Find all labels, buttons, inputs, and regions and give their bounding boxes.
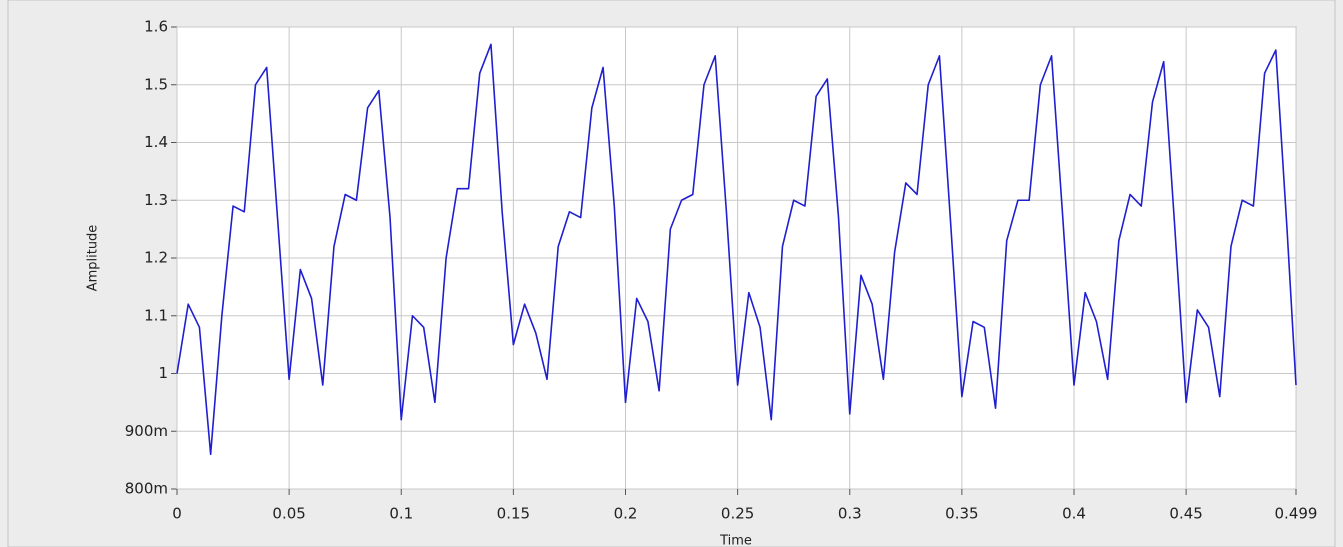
x-tick-label: 0.2 xyxy=(614,505,638,523)
y-tick-label: 1.1 xyxy=(144,306,168,324)
x-tick-label: 0.05 xyxy=(272,505,305,523)
y-tick-label: 1.4 xyxy=(144,133,168,151)
x-tick-label: 0.35 xyxy=(945,505,978,523)
x-tick-label: 0.1 xyxy=(389,505,413,523)
y-tick-label: 1.5 xyxy=(144,75,168,93)
x-tick-label: 0.25 xyxy=(721,505,754,523)
x-tick-label: 0.4 xyxy=(1062,505,1086,523)
x-axis-title: Time xyxy=(719,534,752,547)
x-tick-label: 0.499 xyxy=(1275,505,1318,523)
data-line xyxy=(176,43,1297,456)
y-axis-title: Amplitude xyxy=(86,225,101,292)
x-tick-label: 0.3 xyxy=(838,505,862,523)
y-tick-label: 1.6 xyxy=(144,18,168,36)
y-tick-label: 1 xyxy=(158,364,168,382)
y-tick-label: 1.2 xyxy=(144,249,168,267)
x-tick-label: 0 xyxy=(172,505,182,523)
x-tick-label: 0.45 xyxy=(1169,505,1202,523)
y-tick-label: 1.3 xyxy=(144,191,168,209)
x-tick-label: 0.15 xyxy=(497,505,530,523)
y-tick-label: 800m xyxy=(125,480,168,498)
y-tick-label: 900m xyxy=(125,422,168,440)
